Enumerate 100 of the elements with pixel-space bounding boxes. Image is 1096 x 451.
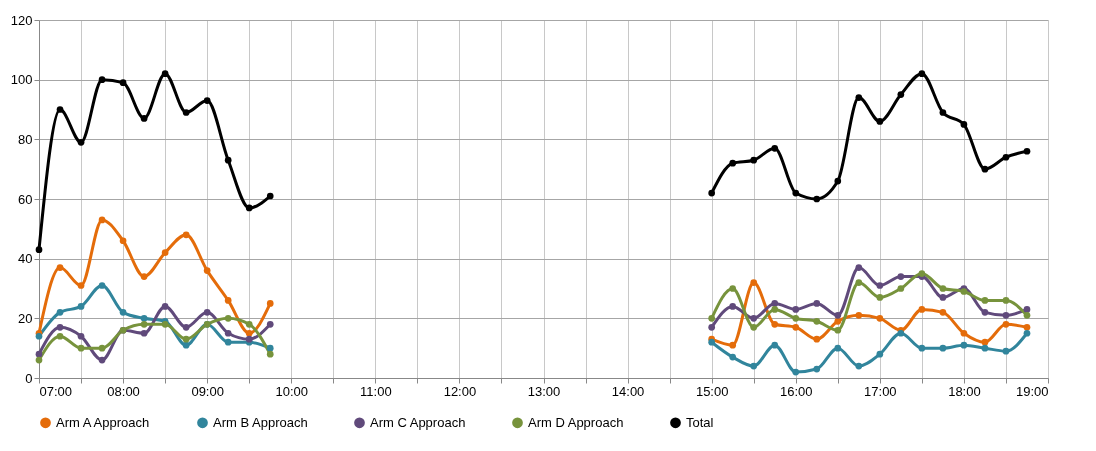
point <box>960 121 968 128</box>
legend-label: Arm A Approach <box>56 414 150 430</box>
x-tick-label: 09:00 <box>191 383 224 399</box>
point <box>140 314 148 322</box>
point <box>897 285 905 292</box>
legend-label: Arm C Approach <box>370 414 466 430</box>
legend-label: Total <box>686 414 714 430</box>
point <box>729 303 737 310</box>
point <box>897 273 905 280</box>
point <box>813 300 821 307</box>
point <box>1002 347 1010 355</box>
point <box>876 294 884 301</box>
legend-label: Arm D Approach <box>528 414 624 430</box>
x-tick-label: 13:00 <box>527 383 561 399</box>
point <box>876 350 884 358</box>
point <box>729 159 737 167</box>
point <box>77 344 85 352</box>
y-tick-label: 100 <box>10 72 33 88</box>
x-tick-label: 18:00 <box>948 383 981 399</box>
point <box>813 195 821 203</box>
y-tick-label: 60 <box>18 191 33 207</box>
point <box>1023 147 1031 155</box>
point <box>771 306 779 313</box>
point <box>266 344 274 352</box>
x-tick-label: 07:00 <box>39 383 73 399</box>
point <box>750 362 758 370</box>
point <box>708 314 716 322</box>
point <box>918 344 926 352</box>
y-tick-label: 0 <box>25 370 33 386</box>
point <box>266 350 274 358</box>
point <box>939 309 947 316</box>
point <box>224 329 232 337</box>
point <box>245 320 253 328</box>
x-tick-label: 14:00 <box>611 383 645 399</box>
point <box>939 344 947 352</box>
point <box>792 368 800 376</box>
point <box>119 79 127 86</box>
point <box>266 320 274 328</box>
point <box>98 216 106 224</box>
point <box>56 106 64 113</box>
point <box>792 306 800 313</box>
point <box>266 192 274 200</box>
point <box>792 323 800 331</box>
point <box>876 118 884 125</box>
point <box>203 309 211 316</box>
point <box>855 312 863 319</box>
point <box>834 317 842 325</box>
point <box>182 323 190 331</box>
point <box>56 332 64 340</box>
point <box>771 300 779 307</box>
point <box>1002 320 1010 328</box>
point <box>77 303 85 310</box>
point <box>855 279 863 286</box>
point <box>161 249 169 257</box>
point <box>939 294 947 301</box>
point <box>876 282 884 289</box>
point <box>1023 312 1031 319</box>
y-tick-label: 120 <box>10 12 33 28</box>
point <box>77 332 85 340</box>
x-tick-label: 11:00 <box>360 383 392 399</box>
point <box>161 70 169 78</box>
point <box>855 94 863 101</box>
point <box>729 285 737 292</box>
point <box>77 138 85 146</box>
point <box>708 323 716 331</box>
point <box>834 344 842 352</box>
point <box>855 362 863 370</box>
point <box>708 189 716 197</box>
y-tick-label: 20 <box>18 310 33 326</box>
x-tick-label: 15:00 <box>695 383 729 399</box>
point <box>981 338 989 346</box>
point <box>140 115 148 122</box>
point <box>119 309 127 316</box>
point <box>771 320 779 328</box>
point <box>939 285 947 292</box>
point <box>897 91 905 98</box>
x-tick-label: 19:00 <box>1015 383 1049 399</box>
point <box>182 109 190 116</box>
x-tick-label: 08:00 <box>107 383 140 399</box>
point <box>960 329 968 337</box>
point <box>224 297 232 304</box>
point <box>750 279 758 286</box>
point <box>834 177 842 185</box>
point <box>56 309 64 316</box>
point <box>56 323 64 331</box>
point <box>813 335 821 343</box>
point <box>834 312 842 319</box>
point <box>981 165 989 173</box>
point <box>855 264 863 271</box>
point <box>981 309 989 316</box>
point <box>1002 297 1010 304</box>
point <box>203 97 211 104</box>
point <box>98 356 106 364</box>
point <box>161 303 169 310</box>
point <box>1023 329 1031 337</box>
point <box>224 314 232 322</box>
point <box>224 156 232 164</box>
point <box>98 76 106 84</box>
point <box>813 317 821 325</box>
x-tick-label: 17:00 <box>864 383 897 399</box>
